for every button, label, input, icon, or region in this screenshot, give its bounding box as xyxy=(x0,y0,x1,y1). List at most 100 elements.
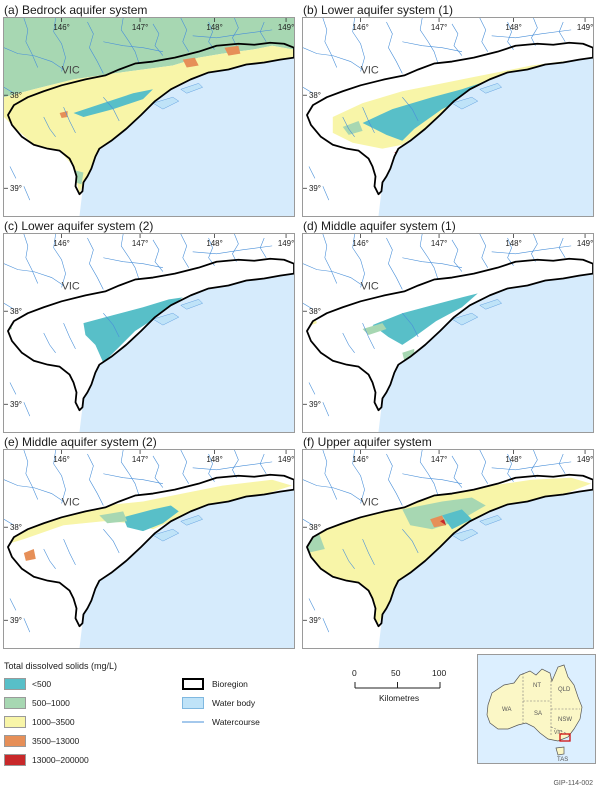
watercourse xyxy=(352,450,365,504)
water-body xyxy=(180,515,203,526)
watercourse xyxy=(103,257,163,268)
latitude-label: 39° xyxy=(10,616,22,625)
watercourse xyxy=(4,519,15,526)
latitude-label: 38° xyxy=(309,307,321,316)
longitude-label: 149° xyxy=(577,23,593,32)
legend-label-3500-13000: 3500–13000 xyxy=(32,736,80,746)
watercourse xyxy=(4,263,64,286)
panel-title-c: (c) Lower aquifer system (2) xyxy=(4,219,154,233)
figure-code: GIP-114-002 xyxy=(553,780,593,787)
longitude-label: 149° xyxy=(278,23,294,32)
watercourse xyxy=(232,18,239,46)
land xyxy=(303,234,593,432)
water-body xyxy=(479,515,502,526)
tds-zone xyxy=(182,57,199,68)
watercourse xyxy=(342,548,355,569)
longitude-label: 147° xyxy=(132,239,148,248)
legend-label-1000-3500: 1000–3500 xyxy=(32,717,75,727)
watercourse xyxy=(386,21,403,74)
longitude-label: 147° xyxy=(431,455,447,464)
bioregion-outline xyxy=(7,473,294,628)
tds-zone xyxy=(4,45,294,195)
watercourse xyxy=(402,257,462,268)
watercourse xyxy=(322,402,330,417)
legend-label-watercourse: Watercourse xyxy=(212,717,260,727)
watercourse xyxy=(352,18,365,72)
inset-label-nt: NT xyxy=(533,683,541,689)
latitude-label: 38° xyxy=(10,307,22,316)
watercourse xyxy=(87,453,104,506)
panel-title-f: (f) Upper aquifer system xyxy=(303,435,432,449)
watercourse xyxy=(232,234,239,262)
water-body xyxy=(451,312,479,326)
map-panel-b: 146° 147° 148° 149° 38° 39° VIC xyxy=(302,17,594,217)
longitude-label: 146° xyxy=(53,455,69,464)
watercourse xyxy=(103,529,120,554)
watercourse xyxy=(43,332,56,353)
watercourse xyxy=(322,618,330,633)
longitude-label: 148° xyxy=(505,455,521,464)
watercourse xyxy=(402,97,419,122)
watercourse xyxy=(63,538,76,565)
watercourse xyxy=(53,234,66,288)
watercourse xyxy=(402,41,462,52)
watercourse xyxy=(259,237,267,258)
watercourse xyxy=(192,29,273,39)
scale-unit: Kilometres xyxy=(379,693,420,703)
land xyxy=(4,234,294,432)
longitude-label: 149° xyxy=(577,239,593,248)
state-label: VIC xyxy=(62,64,80,76)
legend-swatch-lt500 xyxy=(4,678,26,690)
tds-zone xyxy=(99,511,128,524)
longitude-label: 149° xyxy=(278,239,294,248)
inset-label-wa: WA xyxy=(502,707,511,713)
watercourse xyxy=(308,382,316,395)
land xyxy=(303,18,593,216)
tds-zone xyxy=(342,120,363,135)
tds-zone xyxy=(73,89,153,117)
watercourse xyxy=(4,479,64,502)
latitude-label: 38° xyxy=(10,91,22,100)
watercourse xyxy=(402,313,419,338)
watercourse xyxy=(120,18,140,64)
longitude-label: 146° xyxy=(53,239,69,248)
locator-inset: WA NT QLD SA NSW VIC TAS xyxy=(477,654,596,764)
legend-label-water-body: Water body xyxy=(212,698,256,708)
longitude-label: 148° xyxy=(206,23,222,32)
watercourse xyxy=(479,450,488,484)
legend-swatch-3500-13000 xyxy=(4,735,26,747)
map-panel-c: 146° 147° 148° 149° 38° 39° VIC xyxy=(3,233,295,433)
watercourse xyxy=(558,453,566,474)
legend-symbol-watercourse xyxy=(182,721,204,723)
watercourse xyxy=(303,479,363,502)
watercourse xyxy=(23,618,31,633)
watercourse xyxy=(558,237,566,258)
tds-zone xyxy=(23,549,36,561)
watercourse xyxy=(362,106,375,133)
watercourse xyxy=(491,461,572,471)
watercourse xyxy=(507,237,514,266)
tds-zone xyxy=(402,497,486,530)
tds-zone xyxy=(75,170,84,185)
watercourse xyxy=(120,234,140,280)
water-body xyxy=(152,312,180,326)
watercourse xyxy=(531,18,538,46)
water-body xyxy=(152,528,180,542)
tds-zone xyxy=(59,111,68,118)
legend-label-lt500: <500 xyxy=(32,679,52,689)
watercourse xyxy=(507,21,514,50)
australia-outline xyxy=(486,664,583,742)
longitude-label: 148° xyxy=(206,239,222,248)
watercourse xyxy=(386,453,403,506)
legend-label-13000-200000: 13000–200000 xyxy=(32,755,89,765)
tds-zone xyxy=(362,323,387,335)
watercourse xyxy=(419,18,439,64)
watercourse xyxy=(9,166,17,179)
watercourse xyxy=(479,234,488,268)
watercourse xyxy=(362,538,375,565)
watercourse xyxy=(208,21,215,50)
legend-swatch-water-body xyxy=(182,697,204,709)
watercourse xyxy=(491,245,572,255)
panel-title-d: (d) Middle aquifer system (1) xyxy=(303,219,456,233)
watercourse xyxy=(120,450,140,496)
